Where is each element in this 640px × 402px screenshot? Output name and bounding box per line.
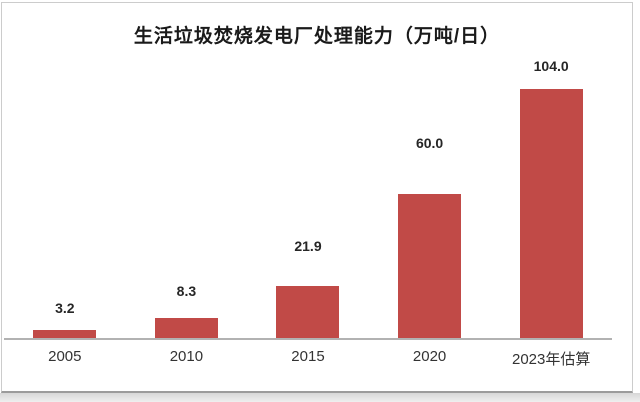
bar — [519, 89, 583, 338]
x-axis-tick-label: 2010 — [169, 348, 204, 365]
plot-area: 3.2 8.3 21.9 60.0 104.0 — [4, 51, 612, 338]
bar-value-label: 104.0 — [533, 58, 569, 74]
x-axis-labels: 2005 2010 2015 2020 2023年估算 — [4, 348, 612, 369]
chart-card: 生活垃圾焚烧发电厂处理能力（万吨/日） 3.2 8.3 21.9 60.0 104.0 … — [1, 2, 633, 393]
bar-value-label: 21.9 — [294, 238, 322, 254]
x-axis-line — [4, 338, 612, 340]
bar — [398, 194, 462, 338]
x-axis-tick-label: 2015 — [291, 348, 325, 365]
bar-slot: 104.0 — [490, 51, 612, 338]
bar-value-label: 3.2 — [55, 300, 75, 316]
bar — [154, 318, 218, 338]
bar-slot: 3.2 — [4, 51, 126, 338]
bar-slot: 8.3 — [126, 51, 248, 338]
x-axis-tick-label: 2005 — [48, 348, 82, 365]
window-bottom-edge — [0, 393, 640, 402]
bar-slot: 60.0 — [369, 51, 491, 338]
bar-slot: 21.9 — [247, 51, 369, 338]
bar — [33, 330, 97, 338]
x-axis-tick-label: 2020 — [412, 348, 447, 365]
bar-value-label: 60.0 — [415, 135, 444, 151]
chart-title: 生活垃圾焚烧发电厂处理能力（万吨/日） — [133, 26, 501, 47]
x-axis-tick-label: 2023年估算 — [511, 351, 591, 368]
bar — [276, 286, 340, 338]
bar-value-label: 8.3 — [176, 283, 197, 299]
